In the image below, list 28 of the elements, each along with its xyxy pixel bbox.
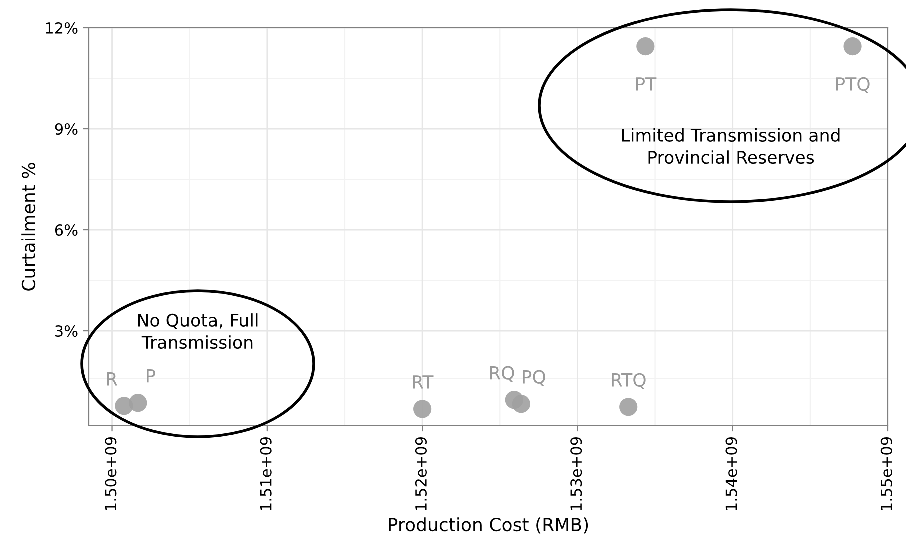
x-tick-label: 1.50e+09 <box>105 437 117 510</box>
point <box>636 37 655 56</box>
x-tick-label: 1.55e+09 <box>880 437 892 510</box>
y-tick-label: 6% <box>55 224 78 236</box>
x-tick-label: 1.52e+09 <box>415 437 427 510</box>
y-axis-title: Curtailment % <box>22 163 36 291</box>
annotation: P <box>147 370 156 383</box>
point <box>844 37 862 56</box>
point <box>414 400 432 418</box>
x-tick-label: 1.54e+09 <box>726 437 738 510</box>
point <box>129 394 148 412</box>
y-tick-label: 9% <box>55 123 78 136</box>
annotation: RT <box>413 376 434 389</box>
x-tick-label: 1.53e+09 <box>570 437 582 510</box>
annotation: PT <box>636 78 657 91</box>
annotation: PQ <box>523 370 546 386</box>
x-axis-title: Production Cost (RMB) <box>389 518 588 534</box>
annotation: RTQ <box>612 373 646 390</box>
y-tick-label: 12% <box>46 22 78 34</box>
annotation: PTQ <box>836 77 870 94</box>
annotation: RQ <box>490 366 514 382</box>
y-tick-label: 3% <box>56 326 78 338</box>
annotation: No Quota, Full Transmission <box>138 314 258 350</box>
annotation: R <box>107 372 118 386</box>
point <box>512 395 530 414</box>
annotation: Limited Transmission and Provincial Reserves <box>622 128 840 164</box>
x-tick-label: 1.51e+09 <box>260 437 272 510</box>
point <box>620 398 638 416</box>
